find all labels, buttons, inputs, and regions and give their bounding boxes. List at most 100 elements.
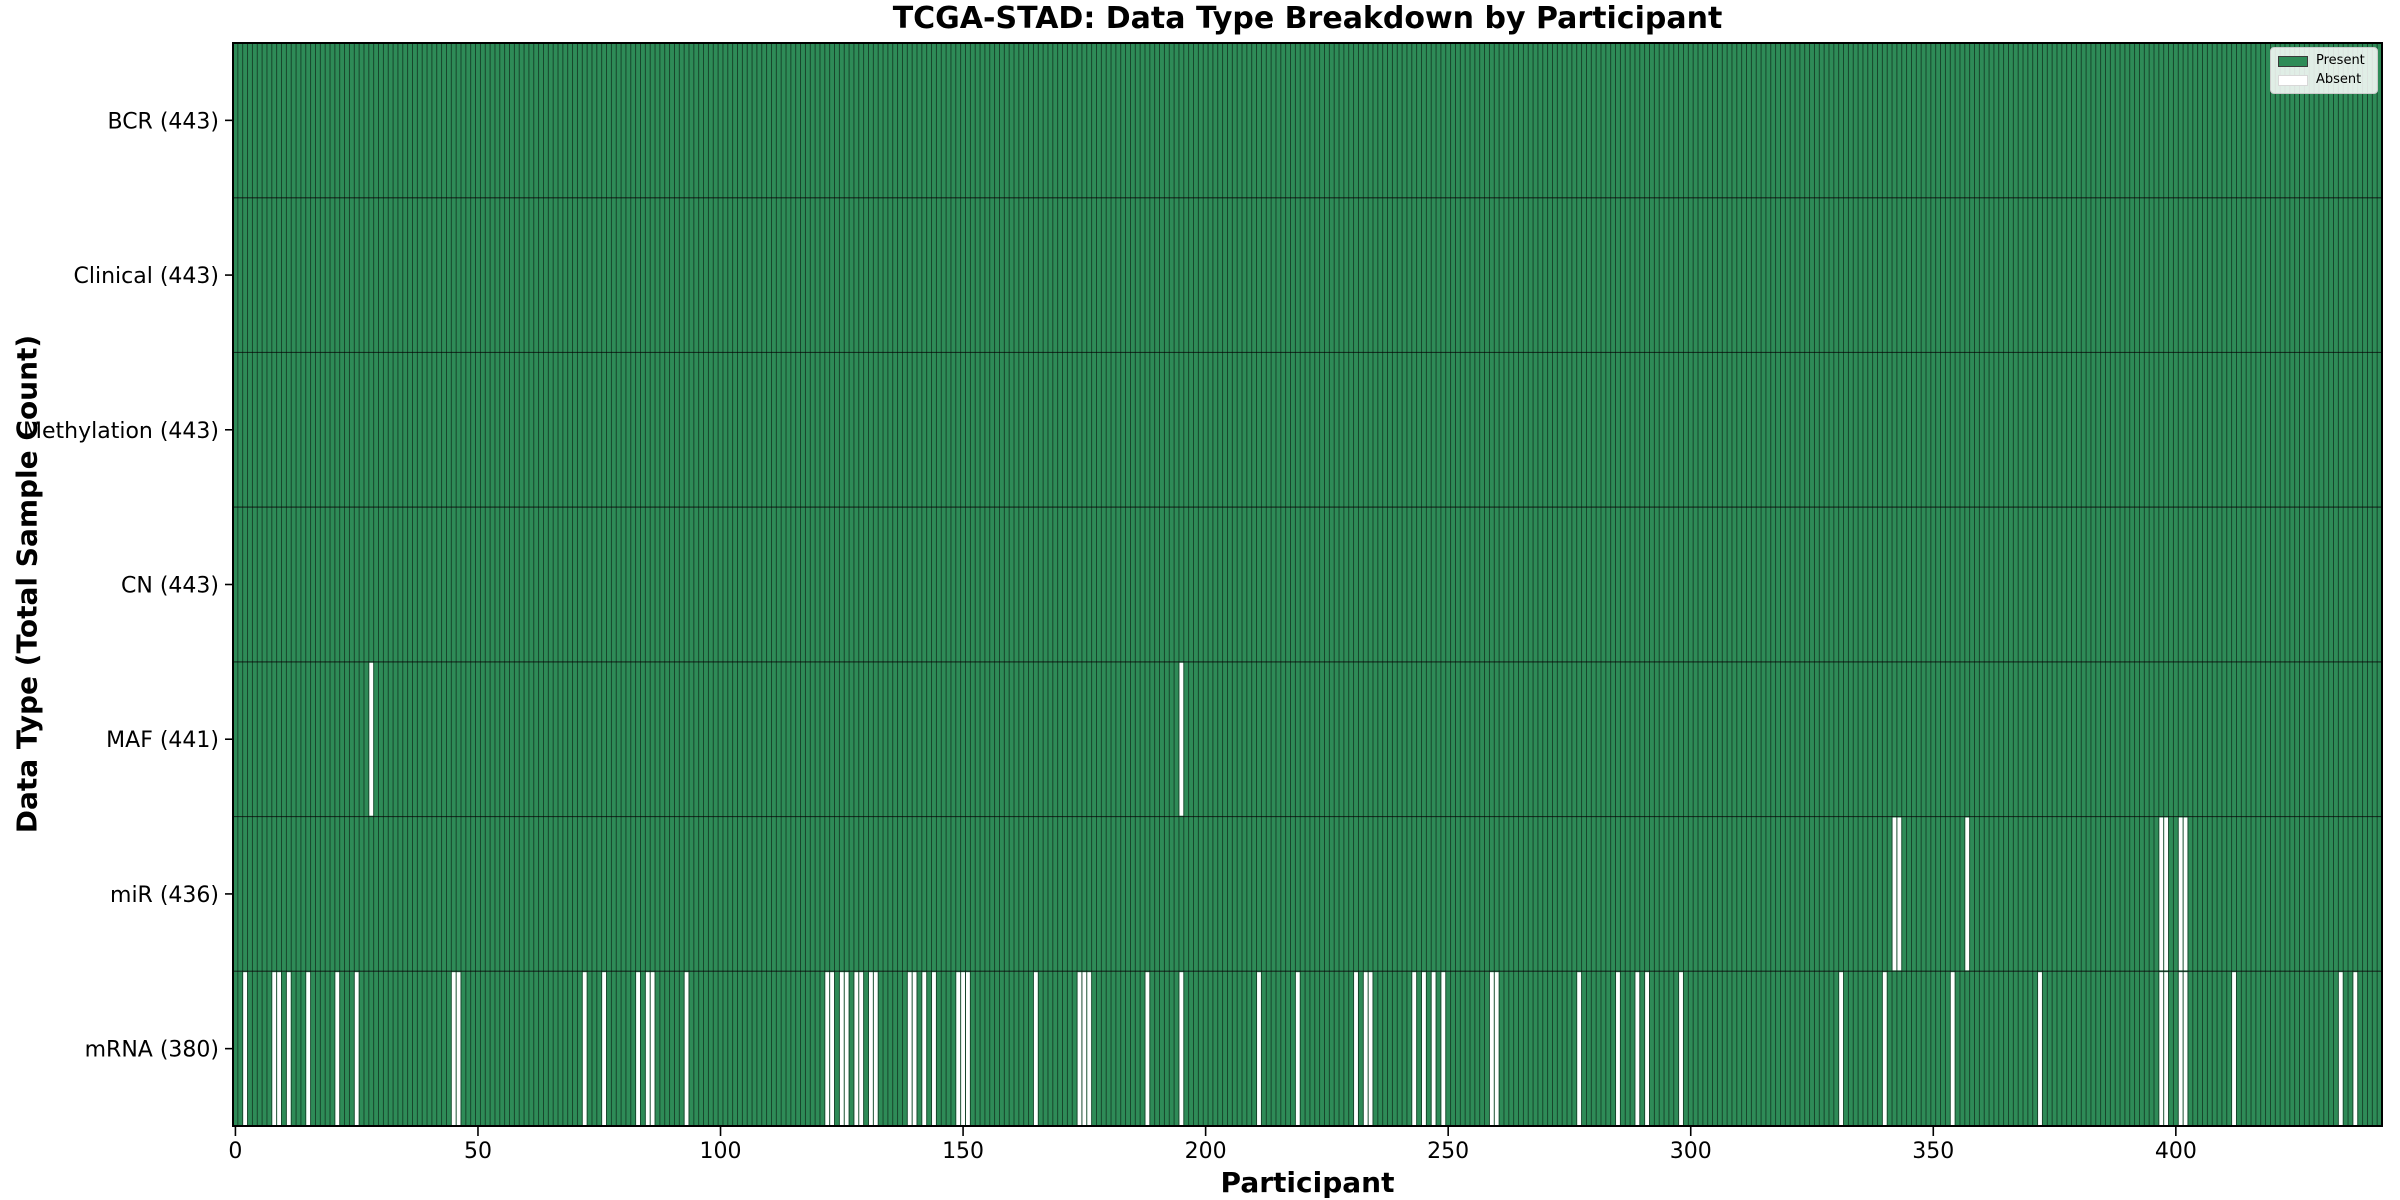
absent-cell-mRNA-245 — [1421, 972, 1426, 1126]
legend-label-absent: Absent — [2316, 72, 2362, 87]
absent-cell-mRNA-144 — [932, 972, 936, 1126]
absent-cell-mRNA-398 — [2164, 972, 2169, 1126]
x-tick-label: 350 — [1912, 1139, 1954, 1164]
legend-item-present: Present — [2278, 54, 2368, 68]
absent-cell-miR-343 — [1897, 817, 1902, 971]
absent-cell-MAF-28 — [369, 662, 374, 816]
x-tick-label: 300 — [1670, 1139, 1712, 1164]
x-axis-title: Participant — [1220, 1166, 1395, 1199]
absent-cell-mRNA-285 — [1616, 972, 1620, 1126]
absent-cell-miR-357 — [1965, 817, 1970, 971]
absent-cell-mRNA-165 — [1033, 972, 1038, 1126]
x-tick-label: 100 — [700, 1139, 742, 1164]
absent-cell-mRNA-195 — [1179, 972, 1184, 1126]
present-band-BCR — [233, 43, 2382, 198]
absent-cell-mRNA-372 — [2038, 972, 2042, 1126]
x-tick-label: 50 — [464, 1139, 492, 1164]
absent-cell-mRNA-125 — [839, 972, 844, 1126]
absent-cell-mRNA-15 — [306, 972, 311, 1126]
absent-cell-mRNA-140 — [912, 972, 917, 1126]
absent-cell-mRNA-354 — [1950, 972, 1955, 1126]
absent-cell-mRNA-233 — [1363, 972, 1368, 1126]
present-band-Methylation — [233, 352, 2382, 508]
present-band-MAF — [233, 661, 2382, 817]
absent-cell-mRNA-72 — [582, 972, 587, 1126]
present-band-CN — [233, 507, 2382, 662]
absent-cell-miR-398 — [2164, 817, 2169, 971]
absent-cell-mRNA-11 — [286, 972, 291, 1126]
absent-cell-mRNA-21 — [335, 972, 340, 1126]
absent-cell-mRNA-2 — [243, 972, 248, 1126]
absent-cell-mRNA-45 — [451, 972, 456, 1126]
absent-cell-mRNA-149 — [956, 972, 961, 1126]
x-tick-label: 150 — [942, 1139, 984, 1164]
absent-cell-mRNA-128 — [854, 972, 859, 1126]
absent-cell-mRNA-86 — [650, 972, 655, 1126]
absent-cell-mRNA-175 — [1082, 972, 1087, 1126]
x-tick-label: 400 — [2155, 1139, 2197, 1164]
absent-cell-mRNA-434 — [2338, 972, 2343, 1126]
absent-cell-mRNA-174 — [1077, 972, 1082, 1126]
absent-cell-mRNA-151 — [966, 972, 970, 1126]
absent-cell-mRNA-289 — [1635, 972, 1640, 1126]
absent-cell-mRNA-46 — [456, 972, 461, 1126]
present-band-Clinical — [233, 197, 2382, 353]
y-tick-label-MAF: MAF (441) — [106, 728, 219, 753]
legend-swatch-present — [2278, 55, 2308, 67]
present-band-mRNA — [233, 971, 2382, 1126]
absent-cell-mRNA-132 — [873, 972, 878, 1126]
absent-cell-mRNA-9 — [277, 972, 282, 1126]
absent-cell-mRNA-234 — [1368, 972, 1373, 1126]
absent-cell-miR-397 — [2159, 817, 2164, 971]
absent-cell-mRNA-231 — [1354, 972, 1358, 1126]
absent-cell-mRNA-122 — [825, 972, 830, 1126]
absent-cell-mRNA-277 — [1577, 972, 1582, 1126]
absent-cell-mRNA-243 — [1412, 972, 1417, 1126]
legend: Present Absent — [2270, 47, 2378, 94]
absent-cell-mRNA-219 — [1295, 972, 1300, 1126]
absent-cell-mRNA-291 — [1645, 972, 1649, 1126]
legend-label-present: Present — [2316, 53, 2365, 68]
absent-cell-mRNA-249 — [1441, 972, 1446, 1126]
absent-cell-mRNA-176 — [1087, 972, 1092, 1126]
absent-cell-mRNA-139 — [907, 972, 912, 1126]
absent-cell-mRNA-211 — [1257, 972, 1261, 1126]
absent-cell-miR-401 — [2178, 817, 2183, 971]
chart-title: TCGA-STAD: Data Type Breakdown by Partic… — [892, 1, 1723, 36]
y-tick-label-mRNA: mRNA (380) — [85, 1038, 219, 1063]
legend-item-absent: Absent — [2278, 73, 2368, 87]
absent-cell-mRNA-259 — [1489, 972, 1494, 1126]
absent-cell-mRNA-123 — [830, 972, 835, 1126]
absent-cell-mRNA-437 — [2353, 972, 2358, 1126]
absent-cell-MAF-195 — [1179, 662, 1184, 816]
present-band-miR — [233, 816, 2382, 972]
y-tick-label-Clinical: Clinical (443) — [74, 264, 219, 289]
y-tick-label-Methylation: Methylation (443) — [23, 419, 219, 444]
absent-cell-mRNA-25 — [354, 972, 359, 1126]
y-tick-label-miR: miR (436) — [110, 883, 219, 908]
absent-cell-mRNA-397 — [2159, 972, 2164, 1126]
y-tick-label-BCR: BCR (443) — [107, 109, 219, 134]
absent-cell-mRNA-340 — [1882, 972, 1887, 1126]
legend-swatch-absent — [2278, 74, 2308, 86]
absent-cell-miR-342 — [1892, 817, 1897, 971]
x-tick-label: 0 — [228, 1139, 242, 1164]
absent-cell-mRNA-331 — [1839, 972, 1844, 1126]
absent-cell-mRNA-129 — [859, 972, 864, 1126]
x-tick-label: 250 — [1427, 1139, 1469, 1164]
absent-cell-mRNA-93 — [684, 972, 689, 1126]
absent-cell-mRNA-142 — [922, 972, 927, 1126]
absent-cell-mRNA-401 — [2178, 972, 2183, 1126]
x-tick-label: 200 — [1185, 1139, 1227, 1164]
absent-cell-mRNA-85 — [645, 972, 650, 1126]
absent-cell-mRNA-260 — [1494, 972, 1499, 1126]
absent-cell-mRNA-8 — [272, 972, 277, 1126]
absent-cell-mRNA-247 — [1431, 972, 1436, 1126]
absent-cell-mRNA-298 — [1679, 972, 1683, 1126]
absent-cell-mRNA-188 — [1145, 972, 1150, 1126]
absent-cell-mRNA-402 — [2183, 972, 2188, 1126]
absent-cell-miR-402 — [2183, 817, 2188, 971]
absent-cell-mRNA-131 — [868, 972, 873, 1126]
absent-cell-mRNA-76 — [602, 972, 607, 1126]
